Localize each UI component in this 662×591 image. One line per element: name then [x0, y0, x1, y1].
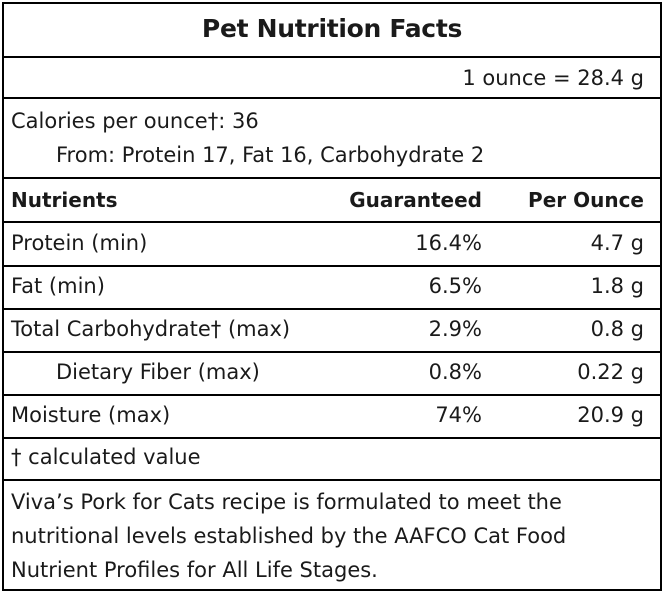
table-row: Protein (min) 16.4% 4.7 g — [4, 223, 660, 267]
footnote-row: † calculated value — [4, 438, 660, 481]
nutrient-name: Fat (min) — [11, 274, 105, 298]
calories-section: Calories per ounce†: 36 From: Protein 17… — [4, 99, 660, 179]
nutrient-name: Moisture (max) — [11, 403, 171, 427]
nutrient-per-ounce: 20.9 g — [577, 403, 644, 427]
nutrient-guaranteed: 74% — [435, 403, 482, 427]
serving-row: 1 ounce = 28.4 g — [4, 58, 660, 99]
nutrient-per-ounce: 1.8 g — [590, 274, 644, 298]
header-per-ounce: Per Ounce — [528, 188, 644, 212]
table-row: Fat (min) 6.5% 1.8 g — [4, 266, 660, 310]
nutrient-name: Protein (min) — [11, 231, 148, 255]
panel-title: Pet Nutrition Facts — [201, 14, 463, 43]
nutrient-name: Dietary Fiber (max) — [56, 360, 260, 384]
footnote-text: † calculated value — [11, 445, 201, 469]
nutrient-per-ounce: 0.22 g — [577, 360, 644, 384]
nutrient-guaranteed: 6.5% — [428, 274, 482, 298]
nutrient-name: Total Carbohydrate† (max) — [11, 317, 291, 341]
header-nutrients: Nutrients — [11, 188, 118, 212]
table-row: Total Carbohydrate† (max) 2.9% 0.8 g — [4, 309, 660, 353]
nutrient-guaranteed: 2.9% — [428, 317, 482, 341]
table-row: Dietary Fiber (max) 0.8% 0.22 g — [4, 352, 660, 396]
calories-per-ounce: Calories per ounce†: 36 — [11, 109, 259, 133]
serving-size: 1 ounce = 28.4 g — [462, 66, 644, 90]
nutrient-guaranteed: 16.4% — [415, 231, 482, 255]
nutrient-guaranteed: 0.8% — [428, 360, 482, 384]
calories-from: From: Protein 17, Fat 16, Carbohydrate 2 — [56, 143, 485, 167]
table-header-row: Nutrients Guaranteed Per Ounce — [4, 179, 660, 223]
aafco-statement: Viva’s Pork for Cats recipe is formulate… — [11, 490, 567, 582]
nutrient-per-ounce: 0.8 g — [590, 317, 644, 341]
statement-section: Viva’s Pork for Cats recipe is formulate… — [4, 481, 660, 589]
title-row: Pet Nutrition Facts — [4, 4, 660, 58]
nutrient-per-ounce: 4.7 g — [590, 231, 644, 255]
header-guaranteed: Guaranteed — [349, 188, 482, 212]
table-row: Moisture (max) 74% 20.9 g — [4, 395, 660, 439]
